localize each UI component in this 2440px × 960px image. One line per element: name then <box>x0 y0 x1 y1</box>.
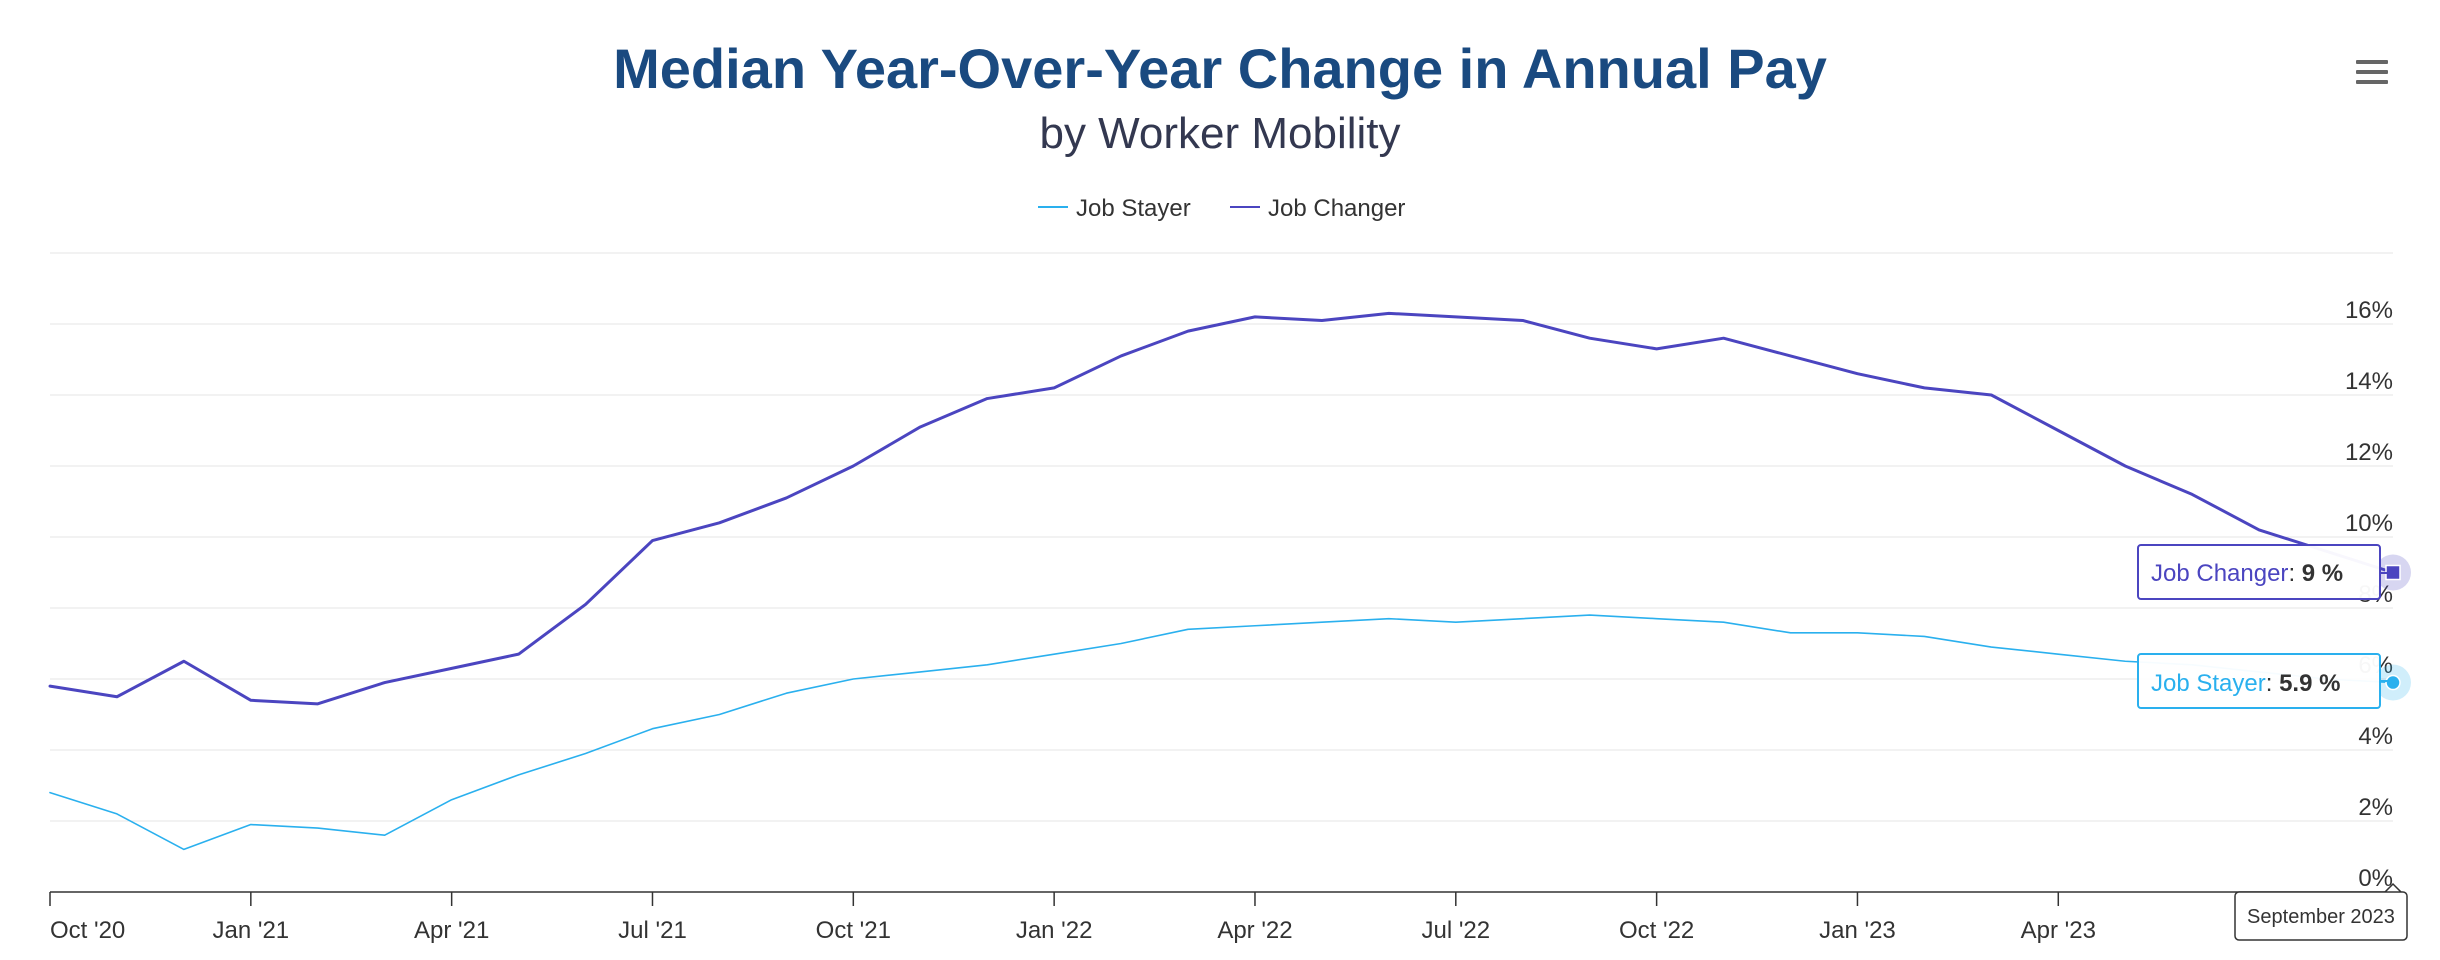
x-tick-label: Jan '23 <box>1819 917 1896 944</box>
series-line-job-changer <box>48 311 2395 706</box>
x-axis: Oct '20 Jan '21 Apr '21 Jul '21 Oct '21 Jan '… <box>49 891 2393 944</box>
legend-item-job-changer[interactable]: Job Changer <box>1230 195 1405 222</box>
chart-title: Median Year-Over-Year Change in Annual P… <box>613 37 1827 100</box>
x-tick-label: Jan '22 <box>1016 917 1093 944</box>
tooltip-job-stayer-text: Job Stayer: 5.9 % <box>2151 670 2340 697</box>
plot-series <box>48 311 2395 851</box>
x-tick-label: Apr '23 <box>2021 917 2096 944</box>
y-tick-label: 2% <box>2358 794 2393 821</box>
y-tick-label: 4% <box>2358 723 2393 750</box>
y-tick-label: 12% <box>2345 439 2393 466</box>
legend-item-job-stayer[interactable]: Job Stayer <box>1038 195 1191 222</box>
x-tick-label: Oct '22 <box>1619 917 1694 944</box>
x-tick-label: Oct '20 <box>50 917 125 944</box>
x-tick-label: Oct '21 <box>816 917 891 944</box>
y-tick-label: 10% <box>2345 510 2393 537</box>
marker-job-stayer <box>2385 674 2401 691</box>
chart-subtitle: by Worker Mobility <box>1039 109 1400 158</box>
chart-legend: Job Stayer Job Changer <box>1038 195 1405 222</box>
tooltip-job-stayer-value: 5.9 % <box>2279 670 2340 697</box>
x-tick-label: Jul '22 <box>1421 917 1490 944</box>
tooltip-job-changer: Job Changer: 9 % <box>2137 544 2394 600</box>
crosshair-label: September 2023 <box>2234 882 2408 941</box>
tooltip-job-stayer: Job Stayer: 5.9 % <box>2137 653 2394 709</box>
tooltip-job-changer-text: Job Changer: 9 % <box>2151 560 2343 587</box>
legend-label-job-changer: Job Changer <box>1268 195 1405 222</box>
series-line-job-stayer <box>49 614 2394 851</box>
grid-lines <box>50 323 2393 822</box>
tooltip-job-changer-value: 9 % <box>2302 560 2343 587</box>
tooltip-job-changer-series: Job Changer <box>2151 560 2288 587</box>
x-tick-label: Jul '21 <box>618 917 687 944</box>
tooltip-job-stayer-series: Job Stayer <box>2151 670 2266 697</box>
legend-label-job-stayer: Job Stayer <box>1076 195 1191 222</box>
x-tick-label: Jan '21 <box>213 917 290 944</box>
y-tick-label: 0% <box>2358 865 2393 892</box>
y-tick-label: 16% <box>2345 297 2393 324</box>
x-tick-label: Apr '22 <box>1217 917 1292 944</box>
y-tick-label: 14% <box>2345 368 2393 395</box>
x-tick-label: Apr '21 <box>414 917 489 944</box>
crosshair-label-text: September 2023 <box>2247 906 2395 928</box>
hamburger-menu-icon[interactable] <box>2356 58 2388 86</box>
